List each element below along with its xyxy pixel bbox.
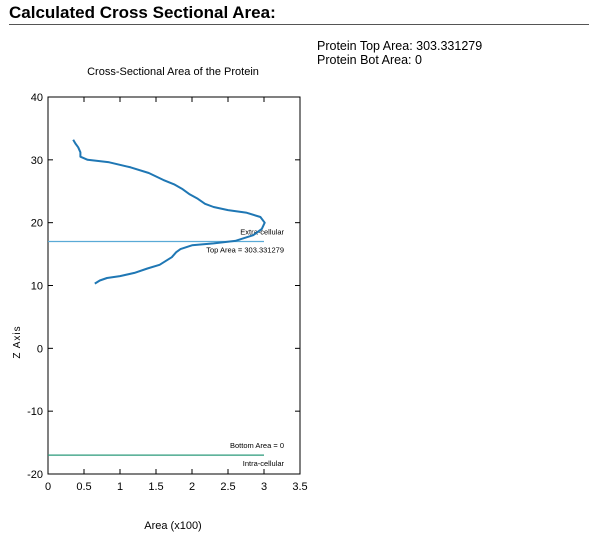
area-profile-line [72, 139, 266, 285]
x-tick-label: 2.5 [220, 481, 235, 493]
y-tick-label: 0 [37, 343, 43, 355]
y-tick-label: 20 [31, 218, 43, 230]
heading-divider [9, 24, 589, 25]
x-tick-label: 2 [189, 481, 195, 493]
y-tick-label: 30 [31, 155, 43, 167]
x-axis-label: Area (x100) [144, 520, 201, 532]
top-area-stat: Protein Top Area: 303.331279 [317, 39, 483, 53]
y-tick-label: -20 [27, 469, 43, 481]
y-axis-label: Z Axis [12, 325, 23, 358]
x-tick-label: 1.5 [148, 481, 163, 493]
cross-section-chart: Cross-Sectional Area of the Protein Area… [12, 66, 308, 532]
plot-frame [47, 96, 301, 475]
x-tick-label: 3 [261, 481, 267, 493]
area-stats: Protein Top Area: 303.331279 Protein Bot… [317, 39, 482, 67]
bot-area-stat: Protein Bot Area: 0 [317, 53, 422, 67]
x-tick-label: 3.5 [292, 481, 307, 493]
y-tick-label: 10 [31, 281, 43, 293]
x-tick-label: 0 [45, 481, 51, 493]
section-heading: Calculated Cross Sectional Area: [9, 3, 276, 22]
top-area-label: Top Area = 303.331279 [206, 246, 284, 255]
y-tick-label: -10 [27, 406, 43, 418]
chart-title: Cross-Sectional Area of the Protein [87, 66, 259, 78]
x-tick-label: 0.5 [76, 481, 91, 493]
extracellular-label: Extra-cellular [240, 228, 284, 237]
y-tick-label: 40 [31, 92, 43, 104]
intracellular-label: Intra-cellular [243, 459, 285, 468]
bottom-area-label: Bottom Area = 0 [230, 441, 284, 450]
x-tick-label: 1 [117, 481, 123, 493]
